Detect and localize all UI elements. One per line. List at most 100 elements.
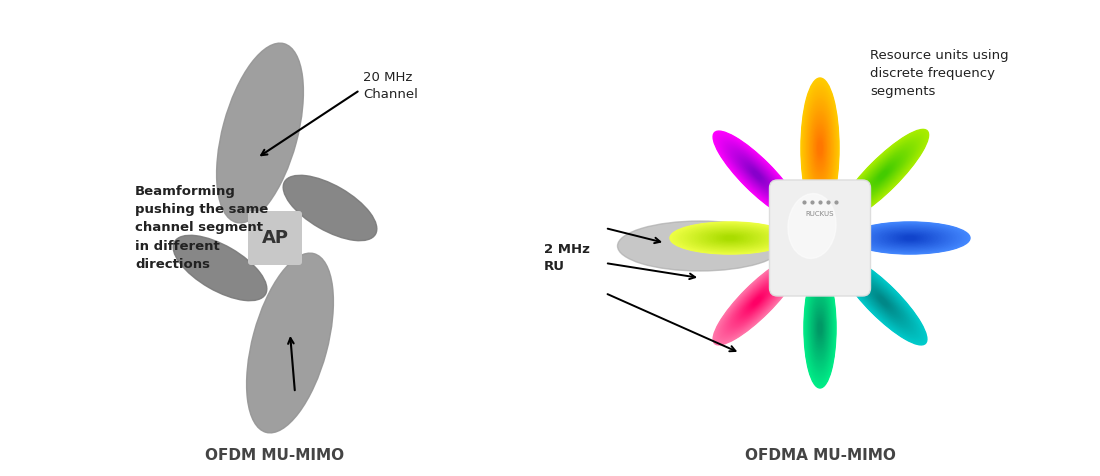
Ellipse shape bbox=[746, 289, 769, 313]
Ellipse shape bbox=[869, 161, 898, 189]
Ellipse shape bbox=[714, 132, 800, 218]
Ellipse shape bbox=[857, 275, 909, 327]
FancyBboxPatch shape bbox=[770, 180, 870, 296]
Ellipse shape bbox=[847, 265, 918, 337]
Ellipse shape bbox=[812, 118, 828, 178]
Ellipse shape bbox=[804, 91, 836, 205]
Ellipse shape bbox=[735, 278, 780, 324]
Ellipse shape bbox=[804, 269, 836, 387]
Ellipse shape bbox=[842, 259, 925, 343]
Ellipse shape bbox=[744, 161, 771, 188]
Ellipse shape bbox=[905, 237, 915, 239]
Ellipse shape bbox=[246, 253, 333, 433]
Ellipse shape bbox=[704, 231, 756, 245]
Ellipse shape bbox=[806, 275, 834, 381]
Ellipse shape bbox=[702, 230, 758, 246]
Ellipse shape bbox=[675, 223, 784, 253]
Ellipse shape bbox=[817, 138, 823, 159]
Ellipse shape bbox=[717, 135, 796, 215]
Text: Resource units using
discrete frequency
segments: Resource units using discrete frequency … bbox=[870, 49, 1009, 98]
Ellipse shape bbox=[718, 235, 741, 241]
Ellipse shape bbox=[868, 287, 898, 316]
Ellipse shape bbox=[741, 286, 772, 317]
Ellipse shape bbox=[807, 102, 833, 194]
Ellipse shape bbox=[708, 232, 751, 244]
Ellipse shape bbox=[742, 160, 771, 189]
Ellipse shape bbox=[724, 268, 790, 334]
Ellipse shape bbox=[714, 258, 800, 344]
Text: AP: AP bbox=[262, 229, 288, 247]
Ellipse shape bbox=[851, 222, 969, 254]
Ellipse shape bbox=[727, 271, 786, 331]
Ellipse shape bbox=[813, 121, 827, 175]
Ellipse shape bbox=[814, 305, 826, 351]
Ellipse shape bbox=[861, 225, 959, 251]
Ellipse shape bbox=[817, 319, 823, 337]
Ellipse shape bbox=[804, 89, 836, 207]
Ellipse shape bbox=[807, 100, 833, 196]
Ellipse shape bbox=[862, 155, 903, 196]
Ellipse shape bbox=[865, 282, 902, 320]
Ellipse shape bbox=[673, 223, 788, 253]
Ellipse shape bbox=[715, 259, 799, 343]
Ellipse shape bbox=[701, 230, 760, 246]
Ellipse shape bbox=[685, 226, 774, 250]
Ellipse shape bbox=[870, 288, 895, 314]
Ellipse shape bbox=[805, 272, 835, 384]
Ellipse shape bbox=[718, 262, 796, 340]
Ellipse shape bbox=[732, 149, 783, 201]
Ellipse shape bbox=[878, 229, 943, 247]
Ellipse shape bbox=[862, 280, 904, 322]
Ellipse shape bbox=[846, 138, 921, 212]
Ellipse shape bbox=[870, 162, 896, 188]
Ellipse shape bbox=[846, 264, 920, 338]
Ellipse shape bbox=[844, 136, 922, 214]
Ellipse shape bbox=[706, 231, 755, 245]
Ellipse shape bbox=[843, 260, 924, 342]
Ellipse shape bbox=[737, 155, 777, 195]
Text: 20 MHz
Channel: 20 MHz Channel bbox=[363, 71, 418, 101]
Ellipse shape bbox=[723, 140, 792, 210]
Text: Beamforming
pushing the same
channel segment
in different
directions: Beamforming pushing the same channel seg… bbox=[135, 186, 268, 270]
Ellipse shape bbox=[860, 152, 905, 198]
Ellipse shape bbox=[740, 284, 773, 317]
Text: OFDM MU-MIMO: OFDM MU-MIMO bbox=[206, 447, 344, 463]
Ellipse shape bbox=[811, 112, 829, 184]
Ellipse shape bbox=[283, 175, 377, 241]
Ellipse shape bbox=[879, 230, 940, 246]
Ellipse shape bbox=[722, 265, 793, 337]
Ellipse shape bbox=[818, 142, 822, 154]
Ellipse shape bbox=[733, 276, 782, 326]
Ellipse shape bbox=[725, 237, 735, 239]
Ellipse shape bbox=[837, 129, 928, 220]
Ellipse shape bbox=[865, 157, 901, 193]
Ellipse shape bbox=[882, 230, 938, 246]
Ellipse shape bbox=[707, 232, 752, 244]
Ellipse shape bbox=[879, 171, 887, 178]
Ellipse shape bbox=[857, 149, 909, 201]
Ellipse shape bbox=[811, 291, 829, 365]
Ellipse shape bbox=[671, 222, 789, 254]
Ellipse shape bbox=[812, 296, 828, 360]
Ellipse shape bbox=[788, 194, 836, 258]
Ellipse shape bbox=[679, 224, 782, 252]
Ellipse shape bbox=[816, 134, 824, 162]
Ellipse shape bbox=[812, 298, 828, 357]
Ellipse shape bbox=[876, 293, 891, 308]
Ellipse shape bbox=[703, 231, 757, 245]
Ellipse shape bbox=[670, 222, 790, 254]
Ellipse shape bbox=[856, 148, 910, 202]
Ellipse shape bbox=[806, 278, 834, 378]
Ellipse shape bbox=[730, 274, 783, 328]
Ellipse shape bbox=[735, 279, 779, 323]
Ellipse shape bbox=[217, 43, 304, 223]
Ellipse shape bbox=[877, 168, 890, 182]
Ellipse shape bbox=[747, 290, 768, 312]
Ellipse shape bbox=[720, 264, 794, 338]
Ellipse shape bbox=[808, 286, 832, 370]
Ellipse shape bbox=[617, 221, 782, 271]
Ellipse shape bbox=[888, 232, 933, 244]
Ellipse shape bbox=[811, 113, 829, 183]
Ellipse shape bbox=[738, 156, 775, 194]
Ellipse shape bbox=[811, 294, 829, 362]
